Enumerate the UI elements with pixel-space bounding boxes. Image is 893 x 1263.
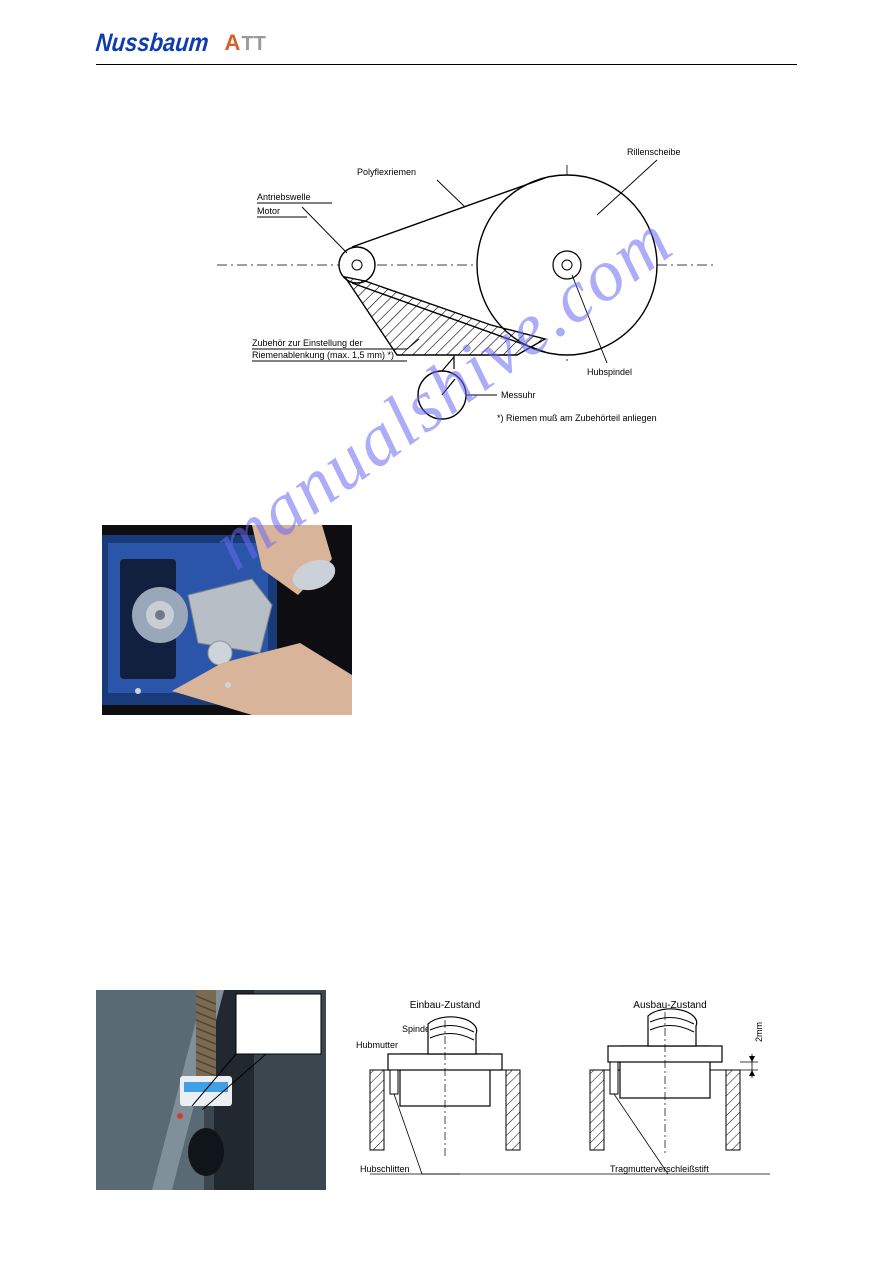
label-einbau: Einbau-Zustand bbox=[410, 1000, 481, 1011]
logo-att-a: A bbox=[224, 30, 240, 56]
label-motor: Motor bbox=[257, 206, 280, 216]
label-rillenscheibe: Rillenscheibe bbox=[627, 147, 681, 157]
label-polyflexriemen: Polyflexriemen bbox=[357, 167, 416, 177]
label-messuhr: Messuhr bbox=[501, 390, 536, 400]
logo-nussbaum: Nussbaum bbox=[94, 28, 210, 58]
label-footnote: *) Riemen muß am Zubehörteil anliegen bbox=[497, 413, 657, 423]
label-tragmutter: Tragmutterverschleißstift bbox=[610, 1164, 709, 1174]
label-2mm: 2mm bbox=[754, 1022, 764, 1042]
label-hubmutter: Hubmutter bbox=[356, 1040, 398, 1050]
page-header: Nussbaum ATT bbox=[96, 30, 797, 65]
logo-att: ATT bbox=[224, 30, 265, 56]
photo-lift-nut bbox=[96, 990, 326, 1190]
label-antriebswelle: Antriebswelle bbox=[257, 192, 311, 202]
logo-att-tt: TT bbox=[241, 33, 265, 56]
label-zubehor-1: Zubehör zur Einstellung der bbox=[252, 338, 363, 348]
label-hubschlitten: Hubschlitten bbox=[360, 1164, 410, 1174]
belt-diagram: Polyflexriemen Rillenscheibe Antriebswel… bbox=[167, 125, 727, 435]
label-zubehor-2: Riemenablenkung (max. 1,5 mm) *) bbox=[252, 350, 394, 360]
bottom-figure-row: Einbau-Zustand Ausbau-Zustand Spindel Hu… bbox=[96, 990, 797, 1190]
label-hubspindel: Hubspindel bbox=[587, 367, 632, 377]
photo-belt-adjust bbox=[102, 525, 797, 720]
nut-wear-diagram: Einbau-Zustand Ausbau-Zustand Spindel Hu… bbox=[340, 990, 780, 1190]
